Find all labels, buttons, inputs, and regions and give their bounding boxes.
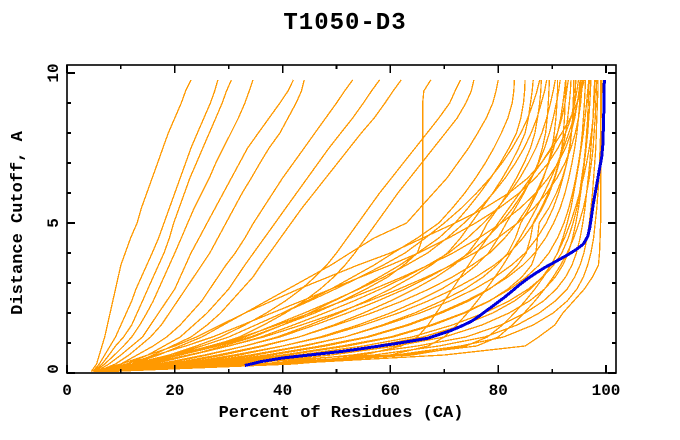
model-curve-orange	[99, 79, 402, 373]
y-tick-label-10: 10	[45, 63, 63, 82]
model-curve-orange	[95, 79, 294, 373]
model-curve-orange	[99, 79, 432, 373]
model-curve-orange	[97, 79, 561, 373]
model-curve-orange	[94, 79, 580, 373]
model-curve-orange	[94, 79, 254, 373]
x-tick-label-20: 20	[165, 382, 184, 400]
x-axis-label: Percent of Residues (CA)	[219, 404, 464, 423]
model-curve-orange	[101, 79, 596, 373]
model-curve-orange	[93, 79, 232, 372]
model-curve-orange	[99, 79, 586, 373]
model-curve-orange	[94, 79, 541, 373]
x-tick-label-60: 60	[381, 382, 400, 400]
model-curve-blue	[244, 79, 606, 367]
model-curve-orange	[103, 79, 587, 373]
model-curve-orange	[96, 79, 305, 373]
model-curve-orange	[92, 79, 219, 372]
model-curve-orange	[99, 79, 462, 373]
x-tick-label-100: 100	[592, 382, 621, 400]
x-tick-label-40: 40	[273, 382, 292, 400]
model-curve-orange	[104, 79, 590, 373]
curves-layer	[90, 79, 606, 373]
model-curve-orange	[97, 79, 584, 373]
model-curve-orange	[99, 79, 534, 373]
y-tick-label-0: 0	[45, 364, 63, 374]
model-curve-orange	[99, 79, 526, 373]
model-curve-orange	[99, 79, 381, 373]
y-axis-label: Distance Cutoff, A	[9, 130, 28, 314]
model-curve-orange	[99, 79, 583, 373]
model-curve-orange	[107, 79, 599, 373]
model-curve-orange	[96, 79, 499, 373]
chart-title: T1050-D3	[283, 10, 406, 37]
y-tick-label-5: 5	[45, 218, 63, 228]
model-curve-orange	[95, 79, 548, 373]
model-curve-orange	[95, 79, 581, 373]
model-curve-orange	[103, 79, 598, 373]
x-tick-label-80: 80	[489, 382, 508, 400]
axis-ticks	[66, 65, 616, 374]
model-curve-orange	[101, 79, 582, 373]
model-curve-orange	[104, 79, 575, 373]
model-curve-orange	[104, 79, 602, 373]
plot-frame	[66, 64, 617, 374]
model-curve-orange	[102, 79, 559, 373]
x-tick-label-0: 0	[62, 382, 72, 400]
model-curve-orange	[99, 79, 572, 373]
model-curve-orange	[90, 79, 192, 372]
model-curve-orange	[98, 79, 354, 373]
model-curve-orange	[98, 79, 567, 373]
